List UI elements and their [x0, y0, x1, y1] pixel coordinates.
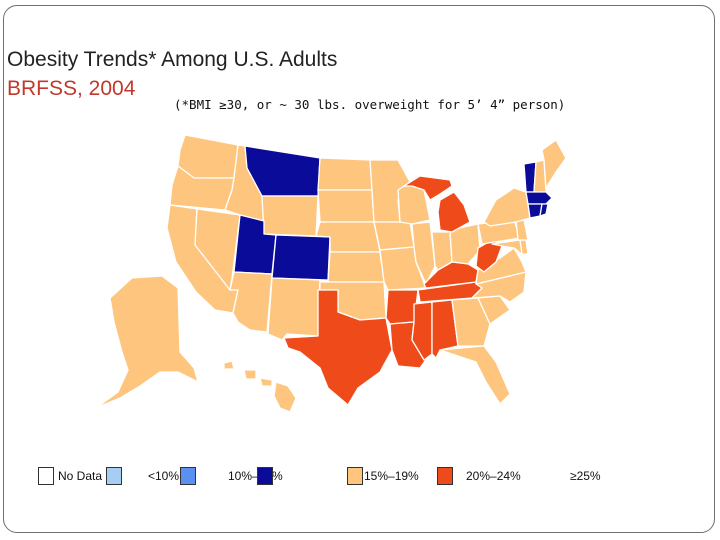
state-hi-3: [259, 377, 273, 387]
state-va: [475, 247, 527, 285]
title-main: Obesity Trends* Among U.S. Adults: [7, 48, 338, 71]
state-mi-lower: [437, 191, 471, 233]
state-wa: [177, 134, 239, 179]
legend-label-10-14: 10%–14%: [228, 469, 283, 483]
slide-frame: [3, 5, 715, 533]
state-nj: [515, 219, 529, 241]
state-tx: [283, 289, 393, 406]
state-co: [271, 234, 331, 281]
legend-swatch-no-data: [38, 467, 54, 485]
state-mi: [403, 175, 453, 201]
state-fl: [439, 345, 511, 405]
state-ky: [423, 261, 479, 289]
state-ma: [525, 191, 553, 205]
state-oh: [449, 223, 481, 265]
state-hi-4: [273, 381, 297, 413]
legend-label-no-data: No Data: [58, 469, 103, 483]
legend-label-15-19: 15%–19%: [364, 469, 419, 483]
state-ak: [95, 275, 199, 409]
bmi-footnote: (*BMI ≥30, or ~ 30 lbs. overweight for 5…: [174, 97, 566, 112]
state-nd: [317, 157, 373, 191]
legend-label-lt10: <10%: [148, 469, 180, 483]
state-md: [491, 239, 525, 257]
legend-label-20-24: 20%–24%: [466, 469, 521, 483]
state-nc: [471, 271, 527, 303]
state-az: [229, 271, 273, 333]
state-ri: [539, 203, 549, 217]
state-ia: [373, 221, 415, 251]
title-survey-year: BRFSS, 2004: [7, 77, 136, 100]
state-sd: [317, 189, 375, 223]
legend-swatch-ge25: [437, 467, 453, 485]
state-ar: [385, 289, 419, 325]
legend-swatch-lt10: [106, 467, 122, 485]
state-hi-2: [243, 369, 257, 380]
legend-swatch-15-19: [257, 467, 273, 485]
state-wy: [261, 195, 319, 237]
state-de: [519, 239, 529, 255]
state-ny: [483, 187, 531, 227]
state-ks: [327, 251, 385, 283]
state-nm: [267, 277, 321, 341]
state-me: [541, 139, 567, 189]
legend-swatch-20-24: [347, 467, 363, 485]
state-hi-1: [223, 360, 235, 370]
legend-label-ge25: ≥25%: [570, 469, 601, 483]
legend-swatch-10-14: [180, 467, 196, 485]
